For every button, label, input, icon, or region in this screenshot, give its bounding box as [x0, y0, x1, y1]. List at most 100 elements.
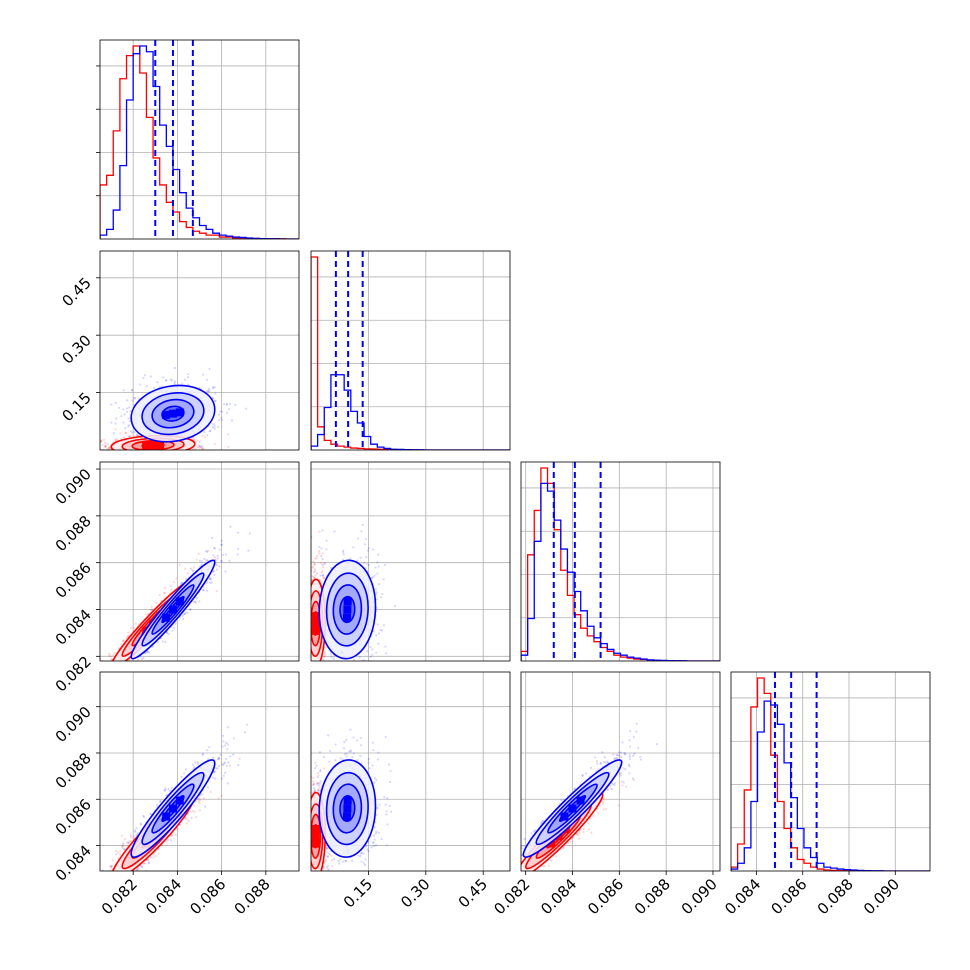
scatter-point	[318, 545, 321, 548]
scatter-point	[228, 408, 231, 411]
scatter-point	[131, 388, 134, 392]
scatter-point	[318, 662, 320, 664]
scatter-point	[109, 874, 111, 876]
scatter-point	[225, 403, 229, 406]
scatter-point	[92, 448, 94, 450]
scatter-point	[138, 666, 140, 668]
scatter-point	[358, 656, 361, 659]
scatter-point	[371, 653, 374, 656]
scatter-point	[182, 613, 186, 616]
scatter-point	[109, 865, 113, 869]
scatter-point	[109, 877, 111, 879]
scatter-point	[376, 667, 378, 669]
scatter-point	[117, 666, 119, 668]
scatter-point	[181, 581, 184, 584]
scatter-point	[363, 543, 366, 546]
scatter-point	[94, 446, 96, 448]
scatter-point	[342, 549, 345, 552]
scatter-point	[140, 865, 143, 868]
scatter-point	[238, 757, 241, 760]
scatter-point	[313, 568, 316, 571]
scatter-point	[323, 653, 327, 656]
scatter-point	[157, 852, 160, 855]
scatter-point	[94, 680, 96, 682]
scatter-point	[196, 446, 199, 449]
scatter-point	[105, 886, 107, 888]
scatter-point	[203, 557, 206, 560]
scatter-point	[195, 558, 198, 561]
scatter-point	[73, 890, 75, 892]
scatter-point	[147, 858, 150, 861]
scatter-point	[137, 868, 140, 871]
scatter-point	[313, 663, 315, 665]
scatter-point	[209, 790, 212, 794]
scatter-point	[213, 427, 216, 430]
scatter-point	[212, 385, 215, 389]
scatter-point	[229, 402, 232, 405]
scatter-point	[119, 662, 121, 664]
scatter-point	[191, 810, 195, 813]
scatter-point	[199, 446, 202, 449]
scatter-point	[216, 554, 219, 557]
scatter-point	[173, 382, 176, 385]
scatter-point	[165, 631, 169, 635]
scatter-point	[85, 912, 87, 914]
scatter-point	[217, 797, 220, 800]
scatter-point	[206, 589, 209, 592]
scatter-point	[146, 650, 149, 653]
scatter-point	[87, 441, 89, 443]
scatter-point	[315, 556, 318, 560]
scatter-point	[183, 378, 187, 381]
scatter-point	[325, 548, 328, 551]
scatter-point	[375, 634, 378, 637]
scatter-point	[213, 556, 216, 559]
scatter-point	[152, 386, 155, 390]
scatter-point	[118, 853, 122, 856]
scatter-point	[117, 880, 119, 882]
scatter-point	[109, 882, 111, 884]
scatter-point	[201, 447, 204, 450]
density-block	[175, 597, 184, 606]
scatter-point	[220, 559, 223, 563]
scatter-point	[216, 557, 219, 560]
scatter-point	[363, 561, 366, 564]
scatter-point	[224, 553, 228, 556]
scatter-point	[205, 550, 209, 553]
scatter-point	[127, 425, 130, 428]
scatter-point	[94, 690, 96, 692]
scatter-point	[114, 663, 116, 665]
scatter-point	[189, 608, 192, 611]
scatter-point	[312, 560, 315, 563]
scatter-point	[150, 608, 153, 611]
scatter-point	[318, 552, 321, 555]
scatter-point	[112, 879, 114, 881]
scatter-point	[325, 539, 328, 542]
scatter-point	[121, 661, 123, 663]
scatter-point	[194, 447, 198, 450]
scatter-point	[206, 581, 209, 584]
scatter-point	[100, 882, 102, 884]
scatter-point	[140, 667, 142, 669]
scatter-point	[375, 598, 379, 601]
scatter-point	[189, 567, 193, 570]
scatter-point	[314, 664, 316, 666]
scatter-point	[209, 429, 212, 432]
scatter-point	[128, 424, 131, 427]
scatter-point	[108, 888, 110, 890]
scatter-point	[374, 566, 377, 569]
scatter-point	[320, 669, 322, 671]
scatter-point	[219, 410, 222, 413]
scatter-point	[322, 573, 325, 577]
scatter-point	[146, 651, 149, 654]
scatter-point	[193, 438, 196, 441]
scatter-point	[139, 383, 142, 386]
scatter-point	[202, 589, 205, 592]
scatter-point	[103, 438, 106, 441]
scatter-point	[318, 669, 320, 671]
scatter-point	[195, 816, 198, 819]
scatter-point	[201, 434, 204, 437]
scatter-point	[126, 399, 129, 402]
scatter-point	[162, 592, 166, 595]
density-block	[311, 626, 320, 635]
scatter-point	[173, 380, 177, 383]
